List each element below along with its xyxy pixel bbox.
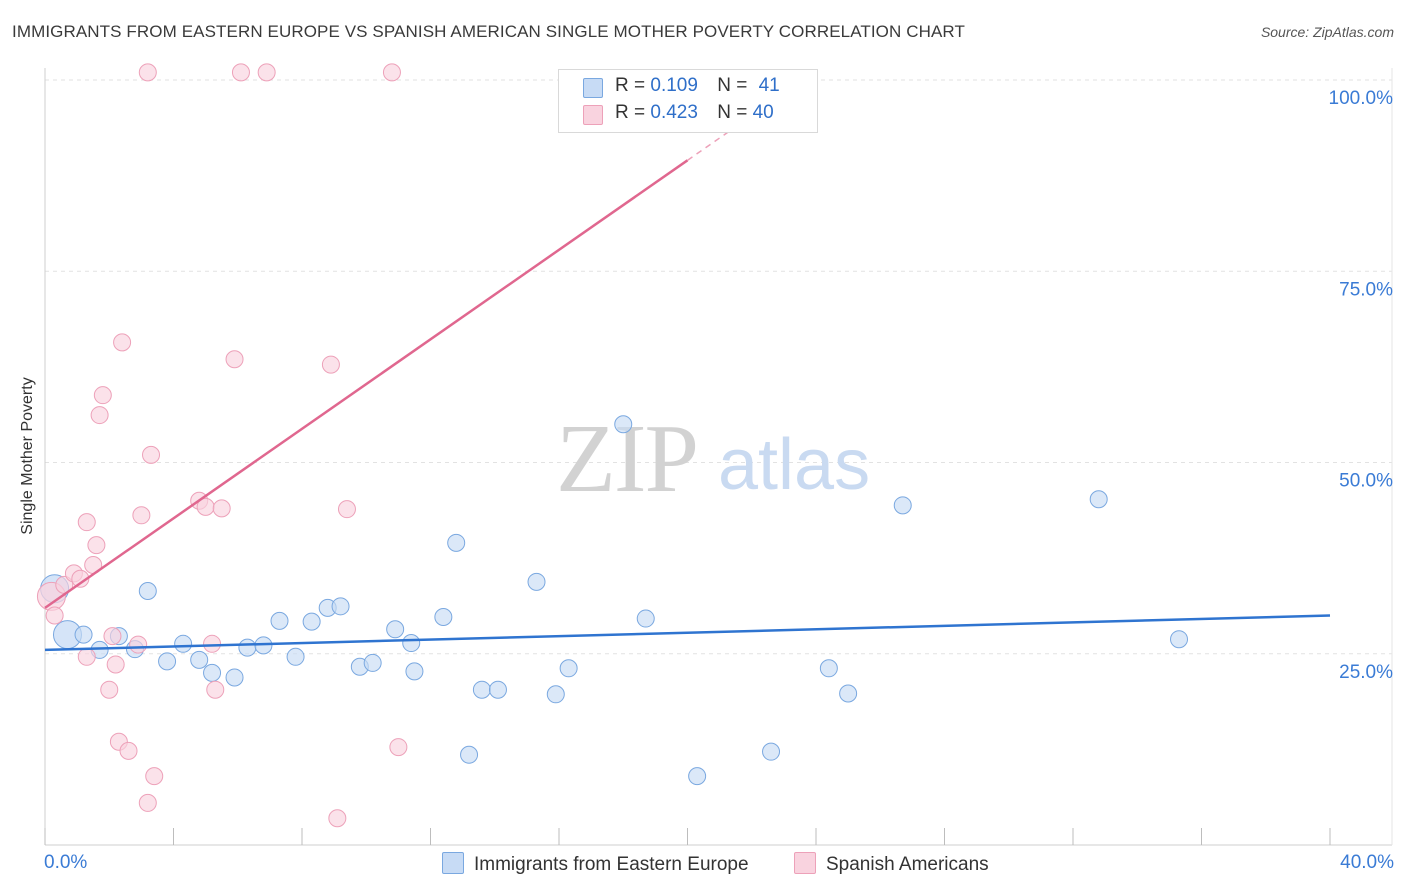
legend-n-label: N = bbox=[717, 75, 748, 96]
blue-data-point bbox=[472, 680, 491, 699]
pink-data-point bbox=[106, 655, 125, 674]
legend-r-value: 0.423 bbox=[650, 102, 698, 123]
blue-data-point bbox=[460, 745, 479, 764]
y-tick-label: 50.0% bbox=[1339, 471, 1393, 492]
y-tick-label: 75.0% bbox=[1339, 279, 1393, 300]
correlation-legend: R = 0.109 N = 41 R = 0.423 N = 40 bbox=[558, 69, 818, 133]
pink-data-point bbox=[77, 647, 96, 666]
blue-data-point bbox=[434, 608, 453, 627]
blue-data-point bbox=[893, 496, 912, 515]
blue-data-point bbox=[174, 634, 193, 653]
pink-trend-line bbox=[44, 159, 689, 609]
blue-data-point bbox=[74, 625, 93, 644]
blue-data-point bbox=[386, 620, 405, 639]
legend-item-spanish-americans: Spanish Americans bbox=[794, 852, 989, 876]
y-tick-label: 25.0% bbox=[1339, 662, 1393, 683]
blue-data-point bbox=[405, 662, 424, 681]
chart-title: IMMIGRANTS FROM EASTERN EUROPE VS SPANIS… bbox=[12, 22, 965, 41]
blue-data-point bbox=[1170, 630, 1189, 649]
blue-data-point bbox=[546, 685, 565, 704]
pink-swatch bbox=[583, 105, 603, 125]
pink-data-point bbox=[203, 634, 222, 653]
blue-data-point bbox=[402, 634, 421, 653]
pink-data-point bbox=[132, 506, 151, 525]
pink-data-point bbox=[45, 606, 64, 625]
pink-swatch bbox=[794, 852, 816, 874]
x-tick-label-min: 0.0% bbox=[44, 852, 88, 873]
blue-data-point bbox=[636, 609, 655, 628]
blue-data-point bbox=[363, 653, 382, 672]
pink-data-point bbox=[103, 627, 122, 646]
pink-data-point bbox=[113, 333, 132, 352]
blue-data-point bbox=[488, 680, 507, 699]
legend-r-value: 0.109 bbox=[650, 75, 698, 96]
pink-data-point bbox=[93, 386, 112, 405]
pink-data-point bbox=[77, 513, 96, 532]
pink-data-point bbox=[100, 680, 119, 699]
blue-trend-line bbox=[44, 614, 1331, 652]
blue-data-point bbox=[839, 684, 858, 703]
source-label: Source: ZipAtlas.com bbox=[1260, 24, 1394, 40]
pink-data-point bbox=[382, 63, 401, 82]
pink-data-point bbox=[337, 500, 356, 519]
pink-data-point bbox=[328, 809, 347, 828]
blue-data-point bbox=[190, 650, 209, 669]
blue-data-point bbox=[138, 582, 157, 601]
blue-data-point bbox=[238, 638, 257, 657]
pink-data-point bbox=[231, 63, 250, 82]
blue-data-point bbox=[688, 767, 707, 786]
blue-data-point bbox=[270, 611, 289, 630]
blue-data-point bbox=[225, 668, 244, 687]
blue-data-point bbox=[614, 415, 633, 434]
watermark-atlas: atlas bbox=[718, 425, 870, 505]
blue-data-point bbox=[331, 597, 350, 616]
blue-data-point bbox=[447, 533, 466, 552]
blue-data-point bbox=[762, 742, 781, 761]
pink-data-point bbox=[90, 406, 109, 425]
blue-data-point bbox=[1089, 490, 1108, 509]
x-tick-label-max: 40.0% bbox=[1340, 852, 1394, 873]
pink-data-point bbox=[225, 350, 244, 369]
y-tick-label: 100.0% bbox=[1329, 88, 1394, 109]
blue-data-point bbox=[302, 612, 321, 631]
legend-n-label: N = bbox=[717, 102, 748, 123]
blue-data-point bbox=[286, 647, 305, 666]
legend-n-value: 40 bbox=[752, 102, 774, 123]
pink-data-point bbox=[321, 355, 340, 374]
pink-data-point bbox=[138, 793, 157, 812]
pink-data-point bbox=[212, 499, 231, 518]
blue-data-point bbox=[559, 659, 578, 678]
pink-data-point bbox=[142, 445, 161, 464]
legend-r-label: R = bbox=[615, 75, 646, 96]
pink-data-point bbox=[389, 738, 408, 757]
blue-data-point bbox=[158, 652, 177, 671]
legend-n-value: 41 bbox=[758, 75, 780, 96]
legend-item-eastern-europe: Immigrants from Eastern Europe bbox=[442, 852, 749, 876]
pink-data-point bbox=[145, 767, 164, 786]
blue-data-point bbox=[203, 663, 222, 682]
legend-r-label: R = bbox=[615, 102, 646, 123]
pink-data-point bbox=[206, 680, 225, 699]
blue-data-point bbox=[819, 659, 838, 678]
pink-data-point bbox=[257, 63, 276, 82]
blue-swatch bbox=[442, 852, 464, 874]
legend-item-label: Immigrants from Eastern Europe bbox=[474, 854, 749, 875]
pink-data-point bbox=[119, 741, 138, 760]
blue-swatch bbox=[583, 78, 603, 98]
pink-data-point bbox=[87, 536, 106, 555]
blue-data-point bbox=[527, 572, 546, 591]
pink-data-point bbox=[129, 635, 148, 654]
pink-data-point bbox=[138, 63, 157, 82]
legend-item-label: Spanish Americans bbox=[826, 854, 989, 875]
